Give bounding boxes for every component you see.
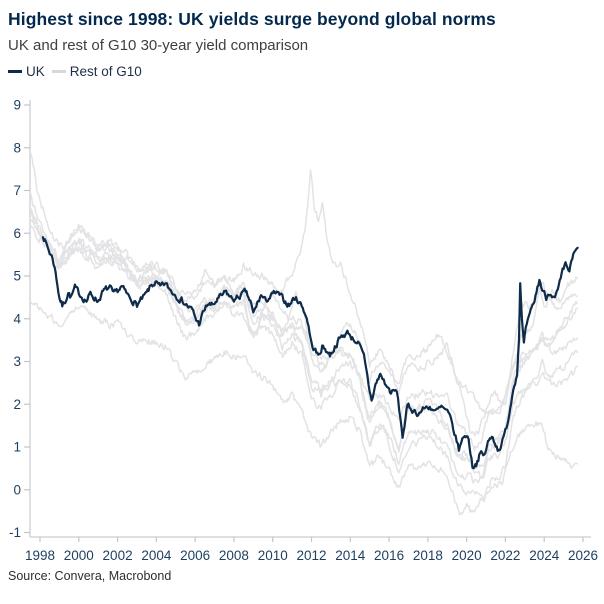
y-tick-label: 0 [13, 482, 21, 497]
y-tick-label: 7 [13, 183, 21, 198]
g10-line-6 [30, 191, 578, 484]
y-tick-label: 2 [13, 397, 21, 412]
y-tick-label: -1 [9, 525, 21, 540]
x-tick-label: 2006 [180, 548, 210, 563]
g10-line-8 [30, 206, 578, 470]
x-tick-label: 2000 [64, 548, 94, 563]
y-tick-label: 1 [13, 440, 21, 455]
x-tick-label: 2014 [335, 548, 366, 563]
y-tick-label: 8 [13, 140, 21, 155]
g10-line-5 [30, 223, 578, 452]
uk-line [41, 236, 579, 470]
x-tick-label: 2012 [296, 548, 326, 563]
x-tick-label: 2010 [258, 548, 288, 563]
x-tick-label: 2026 [568, 548, 598, 563]
x-tick-label: 2002 [103, 548, 133, 563]
x-tick-label: 2004 [141, 548, 172, 563]
g10-line-swatch-icon [51, 70, 66, 73]
axes [29, 100, 591, 538]
y-tick-label: 5 [13, 269, 21, 284]
g10-line-1 [30, 219, 578, 437]
chart-subtitle: UK and rest of G10 30-year yield compari… [8, 37, 309, 54]
x-axis-ticks: 1998 2000 2002 2004 2006 2008 2010 2012 2014 2016… [25, 537, 598, 563]
x-tick-label: 2008 [219, 548, 249, 563]
rest-of-g10-lines [30, 151, 578, 516]
chart-title: Highest since 1998: UK yields surge beyo… [8, 9, 496, 29]
legend-item-rest-of-g10: Rest of G10 [51, 64, 142, 79]
g10-line-2 [30, 151, 578, 415]
x-tick-label: 2022 [490, 548, 520, 563]
legend: UK Rest of G10 [8, 64, 149, 79]
x-tick-label: 2020 [452, 548, 482, 563]
legend-label-rest-of-g10: Rest of G10 [69, 64, 142, 79]
g10-line-7 [30, 300, 578, 516]
y-tick-label: 3 [13, 354, 21, 369]
source-attribution: Source: Convera, Macrobond [8, 569, 172, 583]
legend-item-uk: UK [8, 64, 45, 79]
x-tick-label: 2016 [374, 548, 404, 563]
y-tick-label: 6 [13, 226, 21, 241]
uk-line-swatch-icon [8, 70, 22, 73]
y-tick-label: 4 [13, 311, 21, 326]
x-tick-label: 1998 [25, 548, 55, 563]
plot-area [30, 151, 579, 516]
x-tick-label: 2024 [529, 548, 560, 563]
g10-line-4 [30, 208, 578, 479]
legend-label-uk: UK [26, 64, 45, 79]
y-tick-label: 9 [13, 98, 21, 113]
x-tick-label: 2018 [413, 548, 443, 563]
y-axis-ticks: -1 0 1 2 3 4 5 6 7 8 9 [9, 98, 30, 540]
